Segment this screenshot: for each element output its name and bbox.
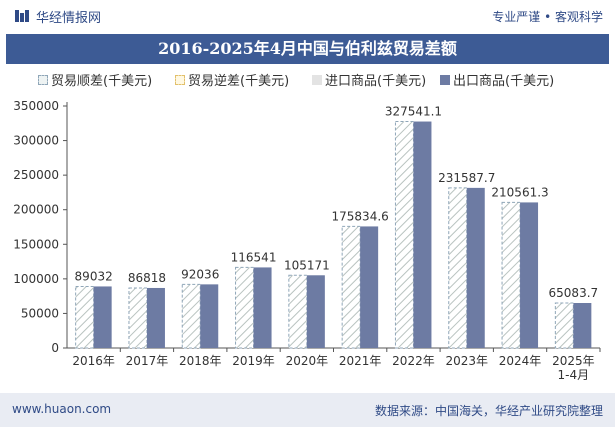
data-source: 数据来源：中国海关，华经产业研究院整理 [374,404,603,418]
data-label: 105171 [284,258,330,272]
bar-chart: 0 50000 100000 150000 200000 250000 300000 3500… [13,99,601,382]
y-tick-label: 350000 [13,99,59,113]
legend-swatch-import [312,74,322,85]
data-label: 89032 [75,269,113,283]
surplus-bar [341,225,361,349]
export-bar [93,286,112,348]
legend-item-export: 出口商品(千美元) [440,70,554,89]
y-tick-label: 50000 [21,306,59,320]
title-bar: 2016-2025年4月中国与伯利兹贸易差额 [6,34,609,64]
export-bar [466,187,485,348]
export-bar [146,287,165,348]
legend-label-import: 进口商品(千美元) [325,74,427,89]
y-tick-label: 150000 [13,237,59,251]
surplus-bar [128,287,148,349]
surplus-bar [448,187,468,349]
export-bar [573,302,592,348]
x-tick-label: 2022年 [392,354,435,368]
tagline: 专业严谨 • 客观科学 [492,10,603,24]
surplus-bar [235,266,255,349]
y-tick-label: 100000 [13,272,59,286]
y-tick-label: 300000 [13,134,59,148]
x-tick-label: 2023年 [445,354,488,368]
x-tick-label: 2019年 [232,354,275,368]
export-bar [360,226,379,348]
legend-item-import: 进口商品(千美元) [312,70,426,89]
surplus-bar [554,302,574,349]
x-tick-label: 2025年 [552,354,595,368]
y-tick-label: 250000 [13,168,59,182]
legend-swatch-export [440,74,450,85]
brand-logo-icon [15,10,29,22]
brand-name: 华经情报网 [36,11,102,26]
x-tick-label: 2021年 [339,354,382,368]
data-label: 92036 [181,267,219,281]
export-bar [413,121,432,349]
x-tick-label: 2017年 [126,354,169,368]
surplus-bar [394,121,414,349]
surplus-bar [501,201,521,349]
legend-item-surplus: 贸易顺差(千美元) [38,70,152,89]
data-label: 327541.1 [385,105,442,119]
x-tick-label: 2018年 [179,354,222,368]
footer: www.huaon.com 数据来源：中国海关，华经产业研究院整理 [0,393,615,427]
export-bar [520,202,539,348]
data-label: 86818 [128,271,166,285]
website-link[interactable]: www.huaon.com [12,402,112,416]
surplus-bar [75,285,95,349]
legend-label-deficit: 贸易逆差(千美元) [188,74,290,89]
chart-legend: 贸易顺差(千美元) 贸易逆差(千美元) 进口商品(千美元) 出口商品(千美元) [0,70,615,92]
x-tick-label: 2016年 [72,354,115,368]
legend-label-surplus: 贸易顺差(千美元) [51,74,153,89]
y-tick-label: 200000 [13,203,59,217]
legend-swatch-surplus [38,74,48,85]
chart-title: 2016-2025年4月中国与伯利兹贸易差额 [158,39,457,58]
legend-swatch-deficit [175,74,185,85]
x-tick-label: 1-4月 [558,368,590,382]
export-bar [200,284,219,348]
export-bar [253,267,272,348]
export-bar [306,275,325,348]
x-tick-label: 2020年 [286,354,329,368]
top-bar: 华经情报网 专业严谨 • 客观科学 [0,0,615,32]
data-label: 210561.3 [491,185,548,199]
legend-label-export: 出口商品(千美元) [453,74,555,89]
data-label: 65083.7 [549,286,599,300]
data-label: 175834.6 [332,209,389,223]
legend-item-deficit: 贸易逆差(千美元) [175,70,289,89]
data-label: 231587.7 [438,171,495,185]
surplus-bar [288,274,308,349]
x-tick-label: 2024年 [499,354,542,368]
data-label: 116541 [231,250,277,264]
y-tick-label: 0 [51,341,59,355]
surplus-bar [181,283,201,349]
